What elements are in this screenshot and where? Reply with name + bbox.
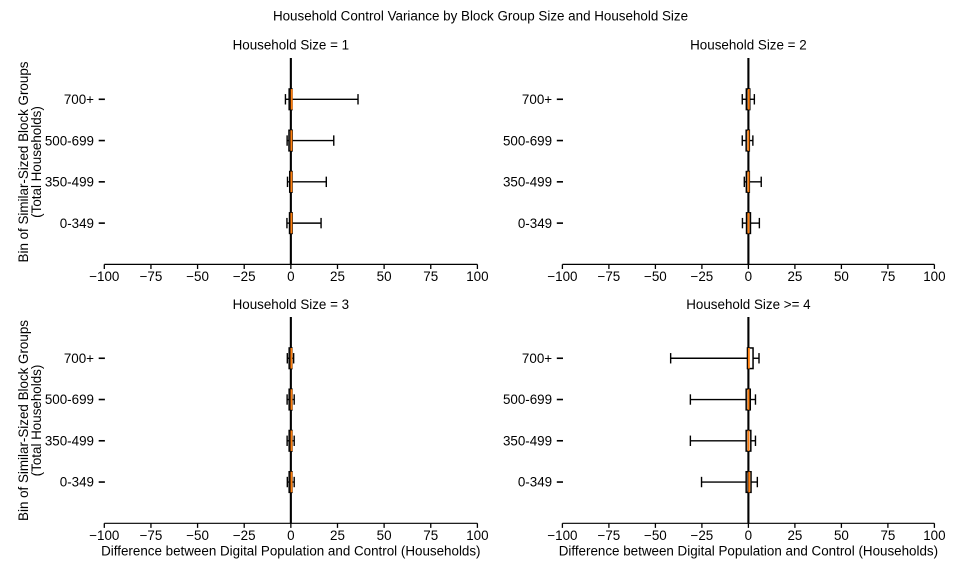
svg-text:−100: −100 [89, 528, 119, 543]
svg-text:25: 25 [787, 269, 802, 284]
svg-text:−25: −25 [691, 269, 714, 284]
svg-text:100: 100 [466, 269, 488, 284]
svg-text:(Total Households): (Total Households) [29, 106, 44, 218]
svg-text:75: 75 [423, 528, 438, 543]
svg-text:50: 50 [377, 528, 392, 543]
svg-text:−50: −50 [186, 269, 209, 284]
svg-text:75: 75 [880, 269, 895, 284]
svg-text:100: 100 [923, 269, 945, 284]
svg-text:100: 100 [466, 528, 488, 543]
svg-text:Bin of Similar-Sized Block Gro: Bin of Similar-Sized Block Groups [16, 320, 31, 521]
svg-text:−50: −50 [644, 269, 667, 284]
svg-text:(Total Households): (Total Households) [29, 365, 44, 477]
svg-text:0-349: 0-349 [518, 216, 552, 231]
svg-text:500-699: 500-699 [503, 392, 552, 407]
svg-text:50: 50 [834, 269, 849, 284]
svg-text:350-499: 350-499 [503, 175, 552, 190]
svg-text:0-349: 0-349 [60, 216, 94, 231]
svg-text:700+: 700+ [522, 92, 552, 107]
svg-text:Household Control Variance by: Household Control Variance by Block Grou… [273, 9, 688, 24]
svg-text:−75: −75 [598, 528, 621, 543]
svg-text:Difference between Digital Pop: Difference between Digital Population an… [559, 544, 938, 559]
svg-text:350-499: 350-499 [45, 433, 94, 448]
svg-text:100: 100 [923, 528, 945, 543]
svg-text:Household Size = 1: Household Size = 1 [233, 38, 350, 53]
svg-text:Difference between Digital Pop: Difference between Digital Population an… [101, 544, 480, 559]
svg-text:50: 50 [834, 528, 849, 543]
svg-text:−25: −25 [233, 269, 256, 284]
svg-text:−25: −25 [233, 528, 256, 543]
svg-text:700+: 700+ [522, 351, 552, 366]
svg-text:−75: −75 [140, 269, 163, 284]
svg-text:25: 25 [330, 528, 345, 543]
svg-text:−75: −75 [598, 269, 621, 284]
svg-text:350-499: 350-499 [45, 175, 94, 190]
svg-text:500-699: 500-699 [45, 392, 94, 407]
svg-text:−100: −100 [547, 269, 577, 284]
svg-text:−50: −50 [644, 528, 667, 543]
svg-text:700+: 700+ [64, 351, 94, 366]
svg-text:700+: 700+ [64, 92, 94, 107]
svg-text:0-349: 0-349 [60, 475, 94, 490]
svg-text:500-699: 500-699 [45, 133, 94, 148]
svg-text:50: 50 [377, 269, 392, 284]
svg-text:25: 25 [787, 528, 802, 543]
svg-text:0-349: 0-349 [518, 475, 552, 490]
svg-text:Household Size = 3: Household Size = 3 [233, 297, 350, 312]
svg-text:0: 0 [745, 528, 752, 543]
svg-text:−100: −100 [89, 269, 119, 284]
svg-text:0: 0 [287, 528, 294, 543]
svg-text:−50: −50 [186, 528, 209, 543]
svg-text:0: 0 [287, 269, 294, 284]
svg-text:Household Size = 2: Household Size = 2 [690, 38, 807, 53]
svg-text:−100: −100 [547, 528, 577, 543]
svg-text:−75: −75 [140, 528, 163, 543]
svg-text:75: 75 [423, 269, 438, 284]
svg-text:25: 25 [330, 269, 345, 284]
svg-text:350-499: 350-499 [503, 433, 552, 448]
svg-text:0: 0 [745, 269, 752, 284]
svg-text:500-699: 500-699 [503, 133, 552, 148]
svg-text:75: 75 [880, 528, 895, 543]
svg-text:Bin of Similar-Sized Block Gro: Bin of Similar-Sized Block Groups [16, 61, 31, 262]
svg-text:−25: −25 [691, 528, 714, 543]
svg-text:Household Size >= 4: Household Size >= 4 [686, 297, 811, 312]
